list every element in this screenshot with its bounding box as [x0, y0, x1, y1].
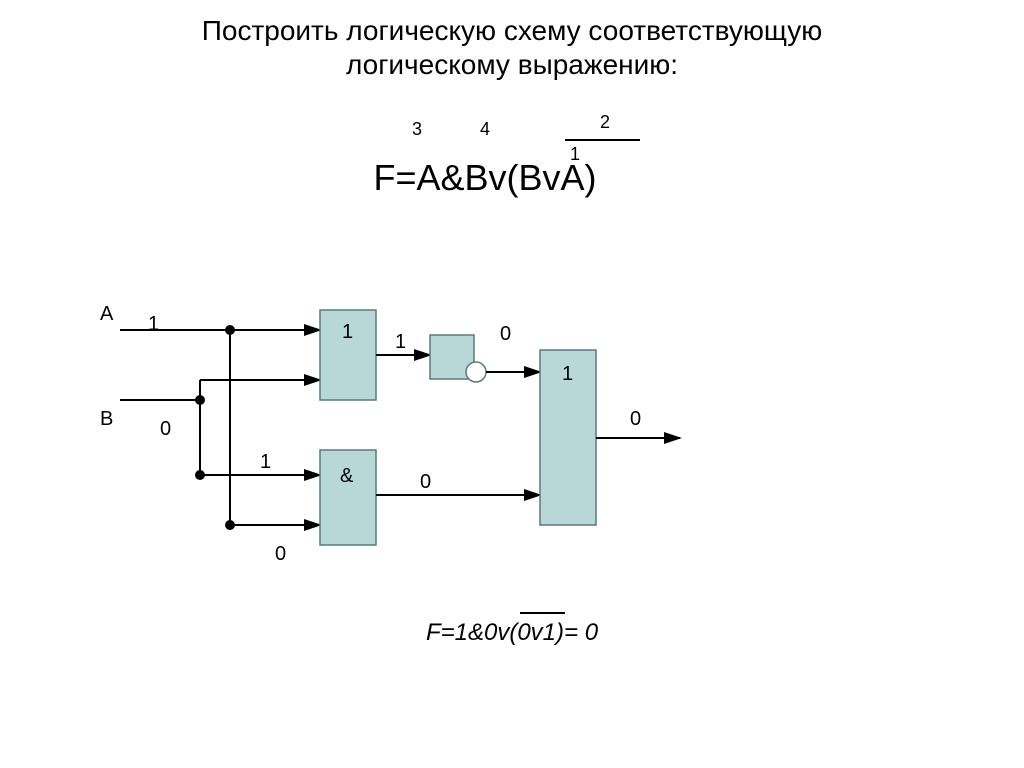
value-A-to-and: 0	[275, 543, 286, 565]
logic-diagram: Построить логическую схему соответствующ…	[0, 0, 1024, 768]
value-B-to-and: 1	[260, 451, 271, 473]
value-or-out: 1	[395, 331, 406, 353]
result-formula: F=1&0v(0v1)= 0	[426, 619, 599, 646]
final-gate-label: 1	[562, 363, 573, 385]
value-not-out: 0	[500, 323, 511, 345]
value-B: 0	[160, 418, 171, 440]
step-4: 4	[480, 119, 490, 139]
step-2: 2	[600, 112, 610, 132]
title-line-2: логическому выражению:	[346, 49, 678, 80]
label-A: A	[100, 303, 114, 325]
formula: F=A&Bv(BvA)	[373, 157, 596, 198]
title-line-1: Построить логическую схему соответствующ…	[202, 15, 823, 46]
value-A: 1	[148, 313, 159, 335]
step-3: 3	[412, 119, 422, 139]
or-gate-label: 1	[342, 321, 353, 343]
value-output: 0	[630, 408, 641, 430]
not-bubble	[466, 362, 486, 382]
value-and-out: 0	[420, 471, 431, 493]
junction-B2	[195, 470, 205, 480]
and-gate-label: &	[340, 465, 354, 487]
junction-A2	[225, 520, 235, 530]
label-B: B	[100, 408, 113, 430]
